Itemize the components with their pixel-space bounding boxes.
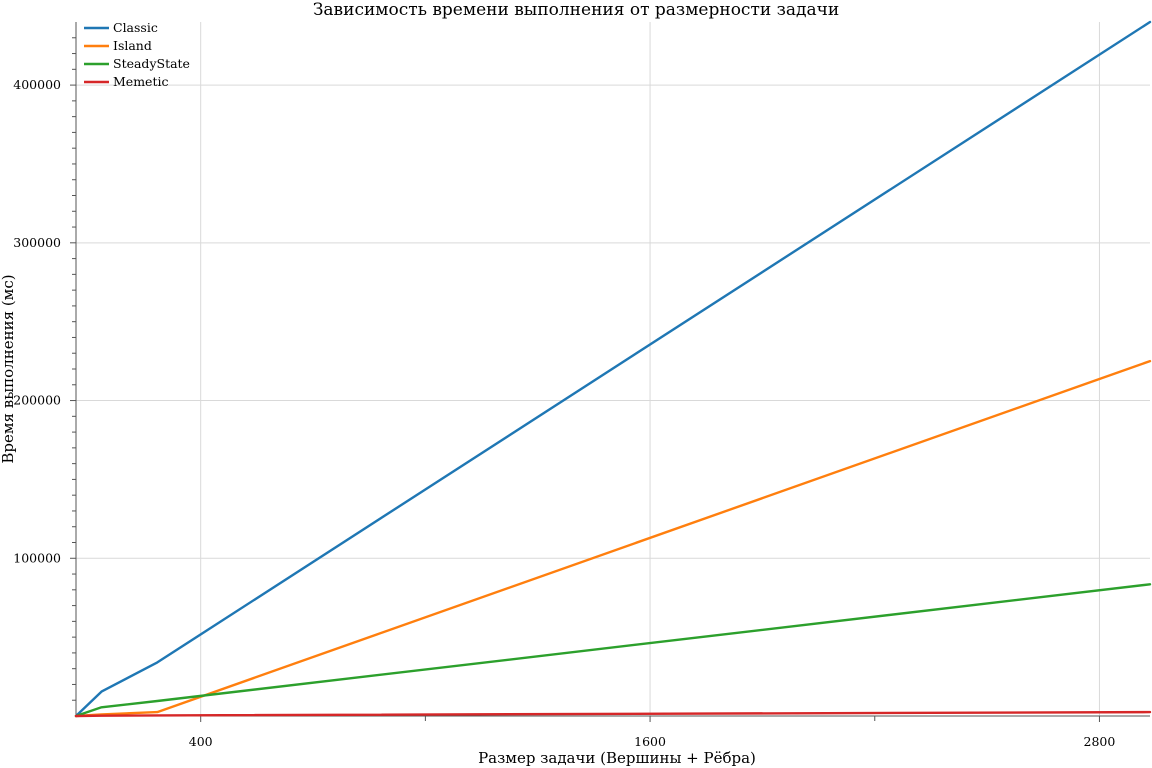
y-tick-label: 300000 — [13, 235, 61, 250]
series-line-memetic — [74, 710, 1152, 718]
y-axis-label: Время выполнения (мс) — [0, 274, 17, 463]
x-tick-label: 1600 — [634, 734, 666, 749]
x-tick-label: 400 — [189, 734, 213, 749]
legend-label-memetic: Memetic — [113, 74, 168, 89]
axes: 400 1600 2800 100000 200000 300000 400000 — [13, 22, 1150, 749]
legend-label-classic: Classic — [113, 20, 158, 35]
x-axis-label: Размер задачи (Вершины + Рёбра) — [478, 749, 756, 767]
legend-label-steadystate: SteadyState — [113, 56, 190, 71]
y-tick-label: 100000 — [13, 550, 61, 565]
x-tick-label: 2800 — [1084, 734, 1116, 749]
series-lines — [74, 20, 1152, 718]
legend: Classic Island SteadyState Memetic — [84, 20, 190, 89]
series-line-steadystate — [74, 583, 1152, 718]
y-tick-label: 400000 — [13, 77, 61, 92]
series-line-island — [74, 359, 1152, 718]
y-tick-label: 200000 — [13, 393, 61, 408]
grid — [76, 22, 1150, 716]
legend-label-island: Island — [113, 38, 152, 53]
chart-title: Зависимость времени выполнения от размер… — [313, 0, 839, 20]
series-line-classic — [74, 20, 1152, 718]
